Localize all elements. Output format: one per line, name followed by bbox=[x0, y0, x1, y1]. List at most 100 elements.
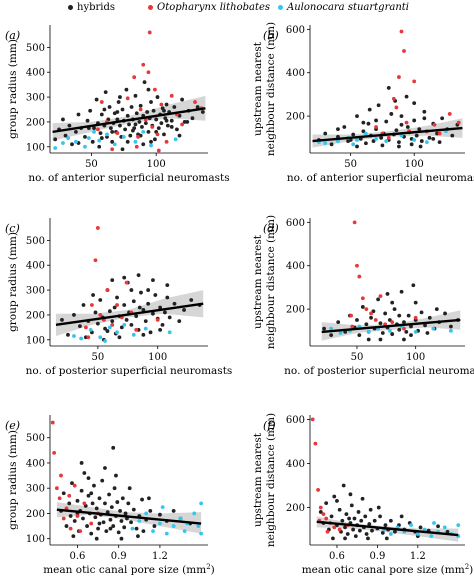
point-aulonocara bbox=[112, 142, 117, 147]
x-axis-label: mean otic canal pore size (mm2) bbox=[302, 563, 474, 576]
panel-f: (f) 0.6 0.9 1.2 200 400 600 mean otic canal por… bbox=[252, 413, 473, 576]
point-hybrids bbox=[418, 525, 423, 530]
point-hybrids bbox=[137, 305, 142, 310]
point-hybrids bbox=[331, 536, 335, 541]
point-hybrids bbox=[380, 331, 385, 335]
point-otopharynx bbox=[153, 87, 157, 92]
point-hybrids bbox=[384, 119, 389, 124]
point-hybrids bbox=[67, 501, 72, 506]
confidence-band bbox=[52, 95, 206, 141]
point-otopharynx bbox=[391, 96, 396, 101]
point-hybrids bbox=[112, 305, 117, 310]
x-tick-label: 100 bbox=[148, 352, 167, 363]
point-otopharynx bbox=[59, 473, 63, 478]
point-hybrids bbox=[98, 298, 103, 302]
panel-label: (b) bbox=[263, 29, 279, 42]
point-hybrids bbox=[169, 125, 174, 129]
point-hybrids bbox=[376, 505, 381, 510]
point-aulonocara bbox=[167, 330, 172, 335]
y-axis-label: group radius (mm) bbox=[7, 232, 19, 332]
point-hybrids bbox=[103, 501, 107, 506]
point-hybrids bbox=[351, 527, 356, 532]
confidence-band bbox=[56, 502, 202, 534]
point-hybrids bbox=[97, 496, 102, 501]
point-aulonocara bbox=[158, 521, 162, 526]
panel-e: (e) 0.6 0.9 1.2 100 200 300 400 500 mean otic can… bbox=[5, 415, 215, 576]
point-hybrids bbox=[110, 278, 115, 283]
point-hybrids bbox=[118, 509, 122, 513]
x-tick-label: 100 bbox=[405, 159, 424, 170]
point-hybrids bbox=[60, 318, 64, 322]
point-hybrids bbox=[103, 326, 107, 331]
point-hybrids bbox=[360, 305, 365, 309]
point-aulonocara bbox=[137, 519, 142, 523]
legend-label-aulonocara: Aulonocara stuartgranti bbox=[287, 2, 409, 13]
point-aulonocara bbox=[456, 523, 461, 528]
point-hybrids bbox=[404, 94, 409, 99]
y-tick-label: 400 bbox=[26, 458, 45, 469]
point-otopharynx bbox=[373, 318, 378, 322]
point-otopharynx bbox=[150, 125, 155, 129]
point-hybrids bbox=[79, 488, 84, 493]
point-hybrids bbox=[90, 139, 95, 144]
x-tick-label: 100 bbox=[147, 159, 166, 170]
point-aulonocara bbox=[86, 136, 91, 140]
point-hybrids bbox=[409, 333, 413, 338]
point-aulonocara bbox=[182, 529, 187, 534]
panel-a: (a) 50 100 100 200 300 400 500 no. of anterior s… bbox=[5, 25, 230, 184]
point-hybrids bbox=[137, 120, 142, 124]
point-aulonocara bbox=[323, 141, 328, 146]
x-tick-label: 100 bbox=[406, 352, 425, 363]
point-hybrids bbox=[189, 298, 194, 302]
point-hybrids bbox=[94, 506, 99, 511]
point-hybrids bbox=[94, 536, 99, 541]
point-otopharynx bbox=[378, 294, 383, 299]
point-hybrids bbox=[93, 515, 98, 520]
point-aulonocara bbox=[366, 329, 371, 334]
point-hybrids bbox=[136, 534, 140, 539]
point-otopharynx bbox=[413, 315, 418, 320]
point-hybrids bbox=[104, 529, 109, 534]
point-hybrids bbox=[119, 325, 124, 330]
point-hybrids bbox=[124, 87, 129, 92]
point-otopharynx bbox=[125, 96, 130, 101]
point-hybrids bbox=[413, 300, 418, 305]
x-axis-label: no. of posterior superficial neuromasts bbox=[26, 365, 233, 377]
point-hybrids bbox=[376, 103, 381, 108]
point-hybrids bbox=[185, 120, 190, 124]
point-hybrids bbox=[75, 498, 80, 503]
point-hybrids bbox=[342, 125, 347, 129]
point-hybrids bbox=[102, 107, 107, 112]
point-hybrids bbox=[141, 332, 146, 337]
point-hybrids bbox=[409, 142, 414, 147]
point-hybrids bbox=[163, 310, 167, 315]
point-aulonocara bbox=[149, 143, 153, 148]
point-otopharynx bbox=[146, 70, 151, 75]
point-hybrids bbox=[107, 309, 112, 314]
point-otopharynx bbox=[89, 521, 94, 526]
point-aulonocara bbox=[144, 511, 149, 516]
point-hybrids bbox=[422, 109, 427, 114]
point-hybrids bbox=[120, 107, 125, 112]
point-otopharynx bbox=[386, 135, 391, 140]
point-hybrids bbox=[123, 511, 128, 516]
point-hybrids bbox=[98, 131, 103, 136]
point-otopharynx bbox=[138, 107, 143, 112]
point-hybrids bbox=[164, 102, 169, 107]
y-tick-label: 300 bbox=[26, 484, 45, 495]
point-otopharynx bbox=[115, 131, 120, 136]
point-hybrids bbox=[380, 143, 385, 148]
point-hybrids bbox=[380, 530, 385, 535]
point-hybrids bbox=[158, 327, 163, 332]
point-hybrids bbox=[378, 514, 382, 519]
point-hybrids bbox=[369, 315, 373, 320]
point-otopharynx bbox=[98, 313, 103, 317]
point-hybrids bbox=[379, 135, 384, 140]
point-hybrids bbox=[335, 499, 339, 503]
point-hybrids bbox=[125, 113, 130, 118]
point-hybrids bbox=[434, 307, 439, 312]
point-otopharynx bbox=[355, 263, 359, 268]
x-axis-label: mean otic canal pore size (mm2) bbox=[43, 563, 215, 576]
panel-label: (a) bbox=[5, 29, 20, 42]
point-hybrids bbox=[120, 496, 125, 501]
